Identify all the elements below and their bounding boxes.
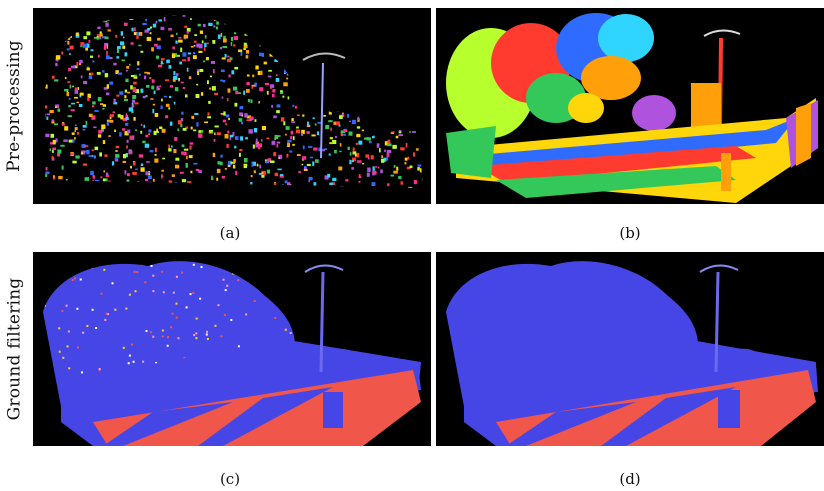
- panel-c-image: [33, 252, 431, 446]
- row-label-pre-processing: Pre-processing: [0, 8, 28, 204]
- caption-d: (d): [619, 470, 641, 488]
- caption-a: (a): [219, 224, 241, 242]
- row-label-pre-processing-text: Pre-processing: [4, 40, 24, 172]
- panel-b-point-cloud: [446, 13, 818, 203]
- panel-c-point-cloud: [43, 261, 421, 446]
- caption-c: (c): [219, 470, 241, 488]
- panel-a-image: [33, 8, 431, 204]
- panel-d-image: [436, 252, 824, 446]
- row-label-ground-filtering: Ground filtering: [0, 252, 28, 446]
- panel-b-image: [436, 8, 824, 204]
- caption-b: (b): [619, 224, 641, 242]
- row-label-ground-filtering-text: Ground filtering: [4, 277, 24, 421]
- panel-a-point-cloud: [45, 15, 423, 189]
- panel-d-point-cloud: [446, 261, 818, 446]
